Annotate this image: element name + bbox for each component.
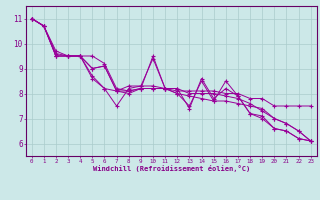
X-axis label: Windchill (Refroidissement éolien,°C): Windchill (Refroidissement éolien,°C) bbox=[92, 165, 250, 172]
